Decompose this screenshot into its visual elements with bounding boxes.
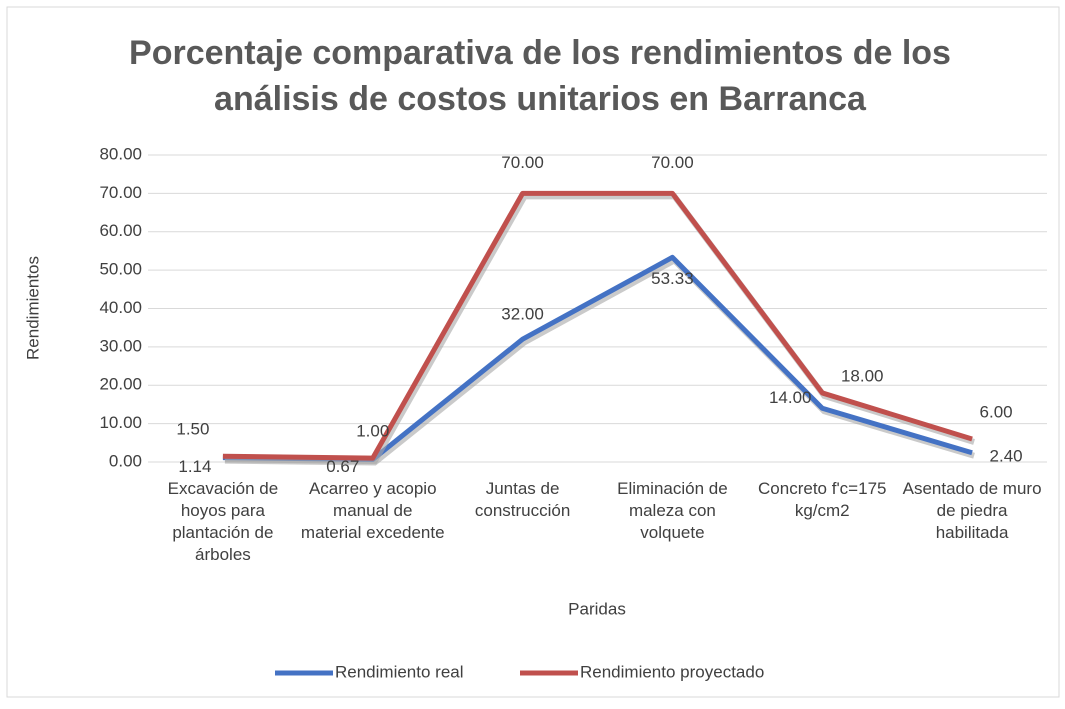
x-tick-label: Juntas de construcción [474,479,571,520]
series-line [222,190,973,461]
x-tick-label: Concreto f'c=175 kg/cm2 [758,479,887,520]
y-tick-label: 20.00 [99,375,142,394]
data-label: 18.00 [841,366,884,385]
data-label: 70.00 [501,153,544,172]
data-label: 14.00 [769,388,812,407]
data-label: 6.00 [980,402,1013,421]
data-label: 70.00 [651,153,694,172]
data-label: 1.00 [356,422,389,441]
y-tick-label: 30.00 [99,336,142,355]
data-label: 2.40 [990,446,1023,465]
y-axis-label: Rendimientos [23,256,42,360]
x-tick-box: Asentado de muro de piedra habilitada [902,479,1042,542]
x-tick-box: Juntas de construcción [474,479,571,520]
x-tick-box: Excavación de hoyos para plantación de á… [167,479,279,564]
y-tick-label: 50.00 [99,260,142,279]
data-label: 1.14 [178,457,211,476]
x-tick-label: Asentado de muro de piedra habilitada [902,479,1042,542]
x-tick-label: Acarreo y acopio manual de material exce… [300,479,445,542]
y-tick-label: 40.00 [99,298,142,317]
data-label: 1.50 [176,420,209,439]
y-tick-label: 80.00 [99,144,142,163]
x-tick-box: Acarreo y acopio manual de material exce… [300,479,445,542]
x-tick-label: Eliminación de maleza con volquete [617,479,728,542]
legend-label: Rendimiento proyectado [580,662,764,681]
x-axis-label: Paridas [568,599,626,618]
y-tick-label: 60.00 [99,221,142,240]
legend-label: Rendimiento real [335,662,464,681]
y-tick-label: 70.00 [99,183,142,202]
data-label: 32.00 [501,305,544,324]
y-tick-label: 0.00 [109,451,142,470]
x-tick-box: Eliminación de maleza con volquete [617,479,728,542]
y-tick-label: 10.00 [99,413,142,432]
title-box: Porcentaje comparativa de los rendimient… [129,34,951,118]
chart-title: Porcentaje comparativa de los rendimient… [129,34,951,118]
data-label: 53.33 [651,269,694,288]
chart-border [6,6,1060,698]
data-label: 0.67 [326,457,359,476]
x-tick-box: Concreto f'c=175 kg/cm2 [758,479,887,520]
x-tick-label: Excavación de hoyos para plantación de á… [167,479,279,564]
